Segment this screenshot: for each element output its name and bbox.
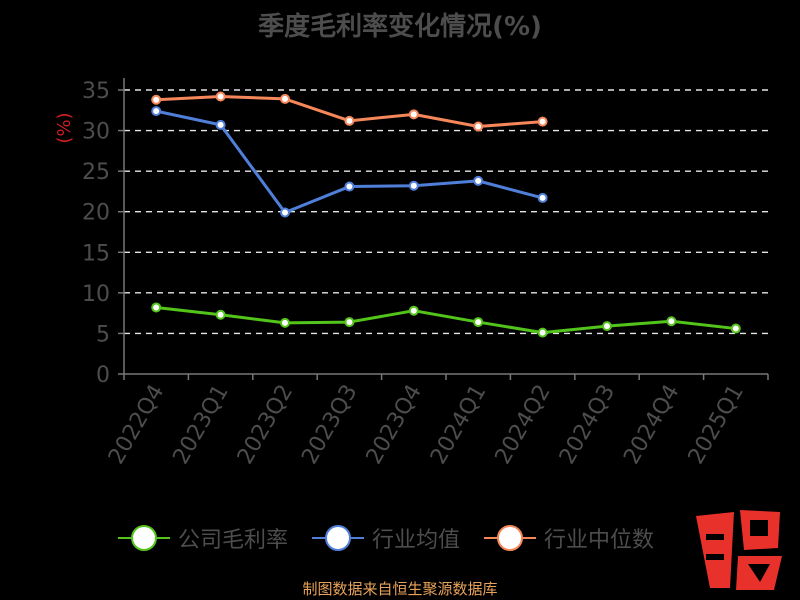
- data-point: [473, 175, 484, 186]
- x-tick-label: 2023Q4: [362, 381, 427, 469]
- y-tick-label: 30: [82, 120, 110, 145]
- y-tick-label: 25: [82, 160, 110, 185]
- y-axis-label: (%): [54, 112, 75, 143]
- data-point: [215, 91, 226, 102]
- x-tick-label: 2023Q2: [233, 381, 298, 469]
- series-line-0: [156, 305, 736, 335]
- data-point: [215, 309, 226, 320]
- data-point: [408, 305, 419, 316]
- data-point: [408, 180, 419, 191]
- legend-marker: [497, 525, 524, 551]
- data-point: [537, 192, 548, 203]
- data-point: [537, 116, 548, 127]
- legend-label: 公司毛利率: [178, 528, 289, 553]
- legend-label: 行业均值: [372, 528, 461, 553]
- data-point: [151, 106, 162, 117]
- x-tick-label: 2022Q4: [104, 381, 169, 469]
- y-tick-label: 0: [96, 363, 110, 388]
- data-point: [280, 93, 290, 104]
- y-tick-label: 20: [82, 201, 110, 226]
- legend-item[interactable]: 行业均值: [312, 522, 460, 554]
- legend-marker: [131, 525, 157, 551]
- y-tick-label: 10: [82, 282, 110, 307]
- data-point: [280, 317, 290, 328]
- data-point: [344, 317, 355, 328]
- legend-item[interactable]: 公司毛利率: [118, 522, 288, 554]
- data-point: [280, 207, 290, 218]
- gridlines: [124, 89, 768, 335]
- source-note: 制图数据来自恒生聚源数据库: [302, 580, 498, 598]
- data-point: [215, 119, 226, 130]
- x-tick-label: 2025Q1: [684, 381, 749, 469]
- x-tick-label: 2024Q4: [619, 381, 684, 469]
- data-point: [730, 323, 741, 334]
- data-point: [473, 317, 484, 328]
- x-tick-label: 2023Q3: [297, 381, 362, 469]
- data-point: [537, 327, 548, 338]
- data-point: [666, 316, 677, 327]
- data-point: [473, 121, 484, 132]
- data-point: [151, 94, 162, 105]
- y-tick-label: 35: [82, 79, 110, 104]
- legend-label: 行业中位数: [544, 528, 655, 553]
- data-point: [602, 321, 612, 332]
- x-tick-label: 2024Q3: [555, 381, 620, 469]
- stock-logo-icon: [696, 510, 782, 590]
- series-lines: [151, 91, 741, 338]
- legend-marker: [325, 525, 352, 551]
- y-tick-label: 15: [82, 241, 110, 266]
- data-point: [344, 115, 355, 126]
- legend-swatch: [484, 524, 537, 552]
- y-tick-label: 5: [96, 322, 110, 347]
- x-tick-label: 2023Q1: [168, 381, 233, 469]
- data-point: [408, 109, 419, 120]
- legend-item[interactable]: 行业中位数: [484, 522, 654, 554]
- legend-swatch: [312, 524, 365, 552]
- legend: 公司毛利率 行业均值 行业中位数: [118, 518, 678, 558]
- chart-title: 季度毛利率变化情况(%): [258, 12, 542, 42]
- x-tick-label: 2024Q2: [490, 381, 555, 469]
- legend-swatch: [118, 524, 170, 552]
- data-point: [151, 302, 162, 313]
- data-point: [344, 181, 355, 192]
- x-tick-label: 2024Q1: [426, 381, 491, 469]
